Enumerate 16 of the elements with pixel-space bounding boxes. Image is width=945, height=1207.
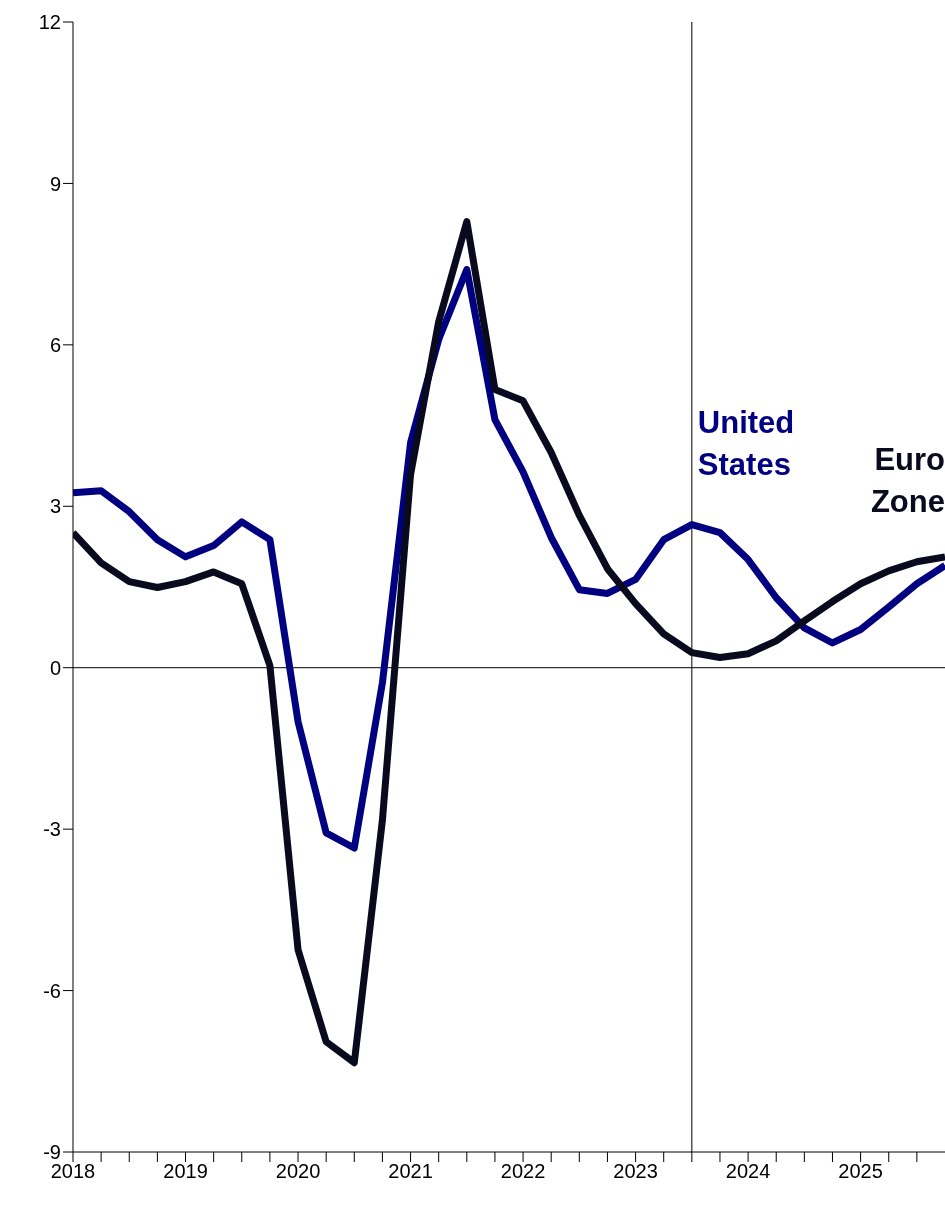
y-tick-label: -6 <box>43 979 61 1002</box>
x-tick-label: 2020 <box>275 1160 321 1183</box>
y-tick-label: 9 <box>49 172 61 195</box>
y-tick-label: 6 <box>49 333 61 356</box>
x-tick-label: 2025 <box>838 1160 883 1183</box>
y-tick-label: 3 <box>49 495 61 518</box>
x-tick-label: 2024 <box>725 1160 771 1183</box>
y-tick-label: -3 <box>43 818 61 841</box>
x-tick-label: 2022 <box>500 1160 546 1183</box>
y-tick-label: 0 <box>49 656 61 679</box>
x-tick-label: 2019 <box>163 1160 208 1183</box>
series-label: Euro Zone <box>870 441 945 519</box>
x-tick-label: 2021 <box>388 1160 433 1183</box>
x-tick-label: 2023 <box>613 1160 658 1183</box>
series-label: United States <box>697 404 795 482</box>
y-tick-label: 12 <box>38 11 61 34</box>
